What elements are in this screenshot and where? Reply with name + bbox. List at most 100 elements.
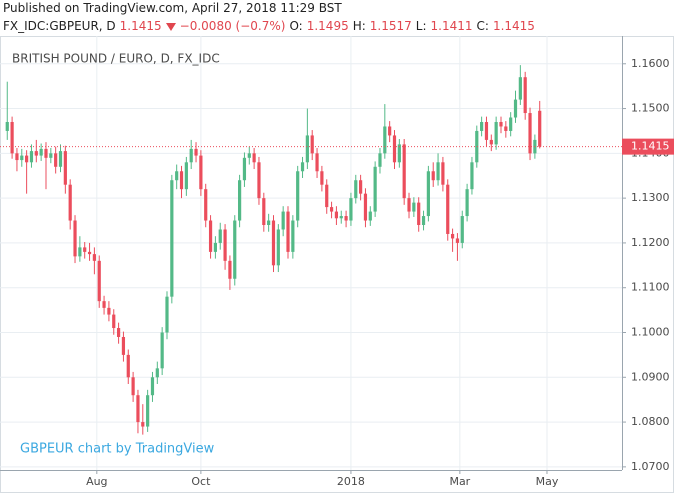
candle-body <box>54 153 58 167</box>
last-price: 1.1415 <box>119 19 162 33</box>
candle-body <box>73 220 77 257</box>
candle-body <box>417 202 421 226</box>
candle-body <box>329 207 334 212</box>
candle-body <box>204 189 208 221</box>
candle-body <box>475 130 479 163</box>
candle-body <box>334 211 339 219</box>
candle-body <box>421 216 426 226</box>
candle-body <box>276 229 280 266</box>
last-price-label: 1.1415 <box>631 140 670 153</box>
watermark: GBPEUR chart by TradingView <box>20 442 215 457</box>
close-label: C: <box>476 19 489 33</box>
candle-body <box>315 153 319 172</box>
candle-body <box>320 171 324 185</box>
published-note: Published on TradingView.com, April 27, … <box>3 1 342 15</box>
y-tick-label: 1.0800 <box>631 415 670 428</box>
candle-body <box>116 328 121 337</box>
candle-body <box>523 77 527 114</box>
candle-body <box>310 135 314 154</box>
candle-body <box>349 198 353 221</box>
candle-body <box>397 144 401 163</box>
x-tick-label: Oct <box>191 475 211 488</box>
candle-body <box>262 198 266 226</box>
high-label: H: <box>352 19 366 33</box>
candle-body <box>213 242 218 252</box>
candle-body <box>208 220 213 252</box>
y-tick-label: 1.1300 <box>631 191 670 204</box>
x-tick-label: 2018 <box>337 475 365 488</box>
candle-body <box>484 121 489 140</box>
candle-body <box>170 180 174 297</box>
candle-body <box>465 189 469 217</box>
candle-body <box>470 162 474 190</box>
low-value: 1.1411 <box>430 19 473 33</box>
down-arrow <box>165 22 176 31</box>
x-tick-label: Aug <box>86 475 107 488</box>
candle-body <box>112 314 116 329</box>
symbol: FX_IDC:GBPEUR, D <box>3 19 116 33</box>
candle-body <box>480 121 484 131</box>
candle-body <box>175 171 179 181</box>
candle-body <box>426 171 430 217</box>
candle-body <box>504 126 508 131</box>
candle-body <box>378 153 382 167</box>
price-change: −0.0080 (−0.7%) <box>179 19 286 33</box>
candle-body <box>402 144 406 199</box>
candle-body <box>233 220 237 279</box>
candle-body <box>150 377 155 396</box>
y-tick-label: 1.0700 <box>631 460 670 473</box>
candle-body <box>194 148 198 156</box>
candle-body <box>412 202 416 212</box>
candle-body <box>344 216 348 221</box>
candle-body <box>325 184 329 208</box>
candle-body <box>281 211 285 230</box>
candle-body <box>184 162 188 190</box>
chart-title: BRITISH POUND / EURO, D, FX_IDC <box>12 52 220 66</box>
candle-body <box>513 99 518 118</box>
close-value: 1.1415 <box>492 19 535 33</box>
symbol-bar: FX_IDC:GBPEUR, D 1.1415 −0.0080 (−0.7%) … <box>3 19 535 33</box>
candle-body <box>92 254 96 261</box>
candle-body <box>267 220 271 226</box>
candle-body <box>518 77 522 100</box>
candle-body <box>242 157 247 181</box>
candle-body <box>15 153 19 161</box>
candle-body <box>460 216 464 243</box>
x-tick-label: May <box>536 475 559 488</box>
candle-body <box>160 332 164 369</box>
candle-body <box>339 216 343 219</box>
candle-body <box>296 171 300 221</box>
candle-body <box>286 211 290 252</box>
candle-body <box>368 211 372 221</box>
candle-body <box>223 229 227 261</box>
candle-body <box>436 162 440 181</box>
candle-body <box>141 422 145 427</box>
candle-body <box>257 162 261 199</box>
candle-body <box>131 377 135 396</box>
candle-body <box>446 184 450 234</box>
candle-body <box>252 153 256 163</box>
last-price-box <box>622 138 674 155</box>
candle-body <box>489 139 493 145</box>
x-tick-label: Mar <box>449 475 470 488</box>
candle-body <box>83 247 87 252</box>
candle-body <box>107 307 111 315</box>
candle-body <box>58 151 63 167</box>
candle-body <box>25 155 29 163</box>
candle-body <box>121 336 126 355</box>
candle-body <box>102 301 106 308</box>
candle-body <box>5 121 9 131</box>
candle-body <box>87 251 92 255</box>
y-tick-label: 1.1200 <box>631 236 670 249</box>
candle-body <box>305 135 309 163</box>
candle-body <box>383 126 387 154</box>
candle-body <box>509 117 513 131</box>
candle-body <box>199 155 203 190</box>
candle-body <box>78 247 82 257</box>
y-tick-label: 1.1600 <box>631 57 670 70</box>
candle-body <box>10 121 14 154</box>
y-tick-label: 1.0900 <box>631 370 670 383</box>
candle-body <box>189 148 193 163</box>
candle-body <box>431 171 435 181</box>
